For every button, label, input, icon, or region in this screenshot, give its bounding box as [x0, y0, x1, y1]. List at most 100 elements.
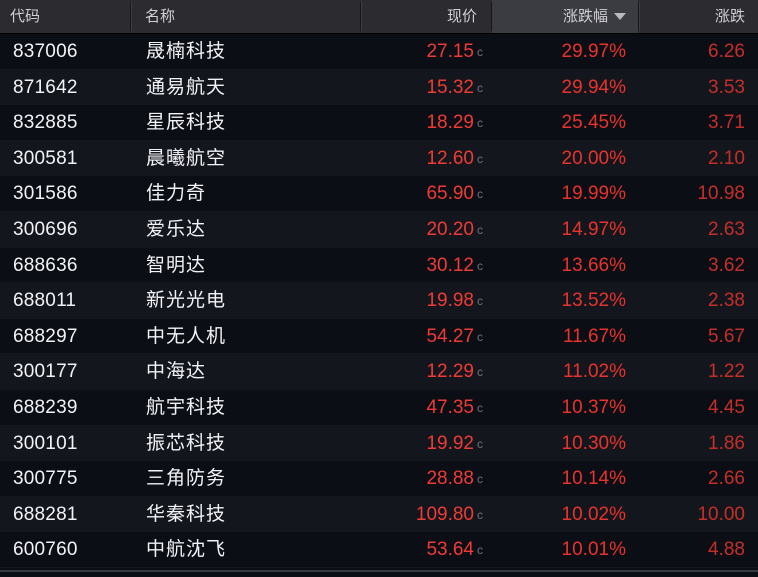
table-row[interactable]: 837006 晟楠科技 27.15 c 29.97% 6.26 [0, 34, 758, 70]
price-value: 109.80 [415, 503, 474, 525]
cell-change-percent: 29.97% [561, 41, 626, 62]
price-flag-marker: c [477, 258, 483, 273]
cell-code: 300581 [13, 147, 78, 169]
cell-change-percent: 10.14% [561, 468, 626, 490]
cell-code: 300775 [13, 468, 78, 490]
table-row[interactable]: 301586 佳力奇 65.90 c 19.99% 10.98 [0, 176, 758, 212]
cell-price: 109.80 c [361, 497, 491, 532]
table-row[interactable]: 832885 星辰科技 18.29 c 25.45% 3.71 [0, 105, 758, 141]
cell-price: 20.20 c [361, 212, 491, 247]
cell-name: 中无人机 [146, 325, 227, 347]
cell-change: 6.26 [708, 41, 745, 62]
table-row[interactable]: 600760 中航沈飞 53.64 c 10.01% 4.88 [0, 532, 758, 568]
price-value: 53.64 [426, 539, 474, 561]
table-row[interactable]: 300696 爱乐达 20.20 c 14.97% 2.63 [0, 211, 758, 248]
price-flag-marker: c [477, 80, 483, 95]
column-header-price[interactable]: 现价 [361, 0, 491, 33]
table-header-row: 代码 名称 现价 涨跌幅 涨跌 [0, 0, 758, 34]
cell-code: 688636 [13, 254, 78, 276]
cell-change-percent: 10.02% [561, 503, 626, 525]
price-value: 18.29 [426, 112, 474, 134]
table-row[interactable]: 300775 三角防务 28.88 c 10.14% 2.66 [0, 461, 758, 497]
cell-name: 通易航天 [146, 76, 227, 98]
column-header-code[interactable]: 代码 [0, 0, 130, 33]
price-flag-marker: c [477, 45, 483, 59]
cell-change: 3.71 [708, 112, 745, 134]
cell-name: 振芯科技 [146, 432, 227, 454]
table-row[interactable]: 688297 中无人机 54.27 c 11.67% 5.67 [0, 318, 758, 355]
cell-name: 晟楠科技 [146, 41, 227, 62]
column-divider-4[interactable] [638, 2, 640, 31]
cell-change: 1.86 [708, 432, 745, 454]
table-row[interactable]: 871642 通易航天 15.32 c 29.94% 3.53 [0, 69, 758, 106]
cell-code: 688281 [13, 503, 78, 525]
cell-name: 中海达 [146, 361, 207, 383]
cell-name: 星辰科技 [146, 112, 227, 134]
cell-change: 5.67 [708, 325, 745, 347]
cell-price: 15.32 c [361, 70, 491, 105]
price-value: 27.15 [426, 41, 474, 62]
column-header-name[interactable]: 名称 [131, 0, 360, 33]
table-row[interactable]: 300101 振芯科技 19.92 c 10.30% 1.86 [0, 425, 758, 462]
table-row[interactable]: 688636 智明达 30.12 c 13.66% 3.62 [0, 247, 758, 284]
price-value: 19.92 [426, 432, 474, 454]
cell-change-percent: 13.52% [561, 290, 626, 312]
column-divider-1[interactable] [130, 2, 132, 31]
column-divider-2[interactable] [360, 2, 362, 31]
cell-name: 晨曦航空 [146, 147, 227, 169]
price-value: 12.29 [426, 361, 474, 383]
table-row[interactable]: 688239 航宇科技 47.35 c 10.37% 4.45 [0, 389, 758, 426]
cell-code: 688011 [13, 290, 77, 312]
column-header-code-label: 代码 [10, 8, 41, 25]
cell-price: 19.92 c [361, 426, 491, 461]
price-flag-marker: c [477, 151, 483, 166]
table-bottom-divider [0, 570, 758, 572]
table-row[interactable]: 688281 华秦科技 109.80 c 10.02% 10.00 [0, 496, 758, 533]
cell-change-percent: 11.67% [562, 325, 626, 347]
table-row[interactable]: 300177 中海达 12.29 c 11.02% 1.22 [0, 354, 758, 390]
cell-price: 19.98 c [361, 283, 491, 318]
cell-change: 10.00 [697, 503, 745, 525]
price-flag-marker: c [477, 329, 483, 344]
cell-price: 54.27 c [361, 319, 491, 354]
cell-name: 华秦科技 [146, 503, 227, 525]
cell-price: 65.90 c [361, 176, 491, 211]
cell-change: 1.22 [708, 361, 745, 383]
price-flag-marker: c [477, 400, 483, 415]
price-value: 47.35 [426, 396, 474, 418]
cell-change-percent: 29.94% [561, 76, 626, 98]
cell-code: 688297 [13, 325, 78, 347]
cell-name: 佳力奇 [146, 183, 207, 205]
cell-change: 2.10 [708, 147, 745, 169]
table-body: 837006 晟楠科技 27.15 c 29.97% 6.26 871642 通易航天 15.3… [0, 34, 758, 568]
cell-change-percent: 10.01% [561, 539, 626, 561]
cell-change-percent: 11.02% [562, 361, 626, 383]
cell-code: 837006 [13, 41, 78, 62]
cell-price: 12.60 c [361, 141, 491, 176]
table-row[interactable]: 300581 晨曦航空 12.60 c 20.00% 2.10 [0, 140, 758, 177]
price-flag-marker: c [477, 507, 483, 522]
cell-price: 27.15 c [361, 34, 491, 69]
cell-change-percent: 10.30% [561, 432, 626, 454]
price-value: 65.90 [426, 183, 474, 205]
column-header-change-percent[interactable]: 涨跌幅 [492, 0, 638, 33]
cell-change-percent: 14.97% [561, 218, 626, 240]
cell-code: 300696 [13, 218, 78, 240]
cell-change-percent: 19.99% [561, 183, 626, 205]
column-header-change[interactable]: 涨跌 [639, 0, 758, 33]
cell-name: 新光光电 [146, 290, 227, 312]
cell-code: 300101 [13, 432, 78, 454]
table-row[interactable]: 688011 新光光电 19.98 c 13.52% 2.38 [0, 283, 758, 319]
price-value: 12.60 [426, 147, 474, 169]
price-value: 15.32 [426, 76, 474, 98]
price-flag-marker: c [477, 472, 483, 487]
price-flag-marker: c [477, 543, 483, 558]
triangle-down-icon[interactable] [614, 12, 626, 20]
price-flag-marker: c [477, 436, 483, 451]
cell-change: 2.63 [708, 218, 745, 240]
column-header-name-label: 名称 [145, 8, 176, 25]
column-header-change-percent-label: 涨跌幅 [562, 8, 608, 25]
cell-code: 832885 [13, 112, 78, 134]
price-flag-marker: c [477, 116, 483, 131]
